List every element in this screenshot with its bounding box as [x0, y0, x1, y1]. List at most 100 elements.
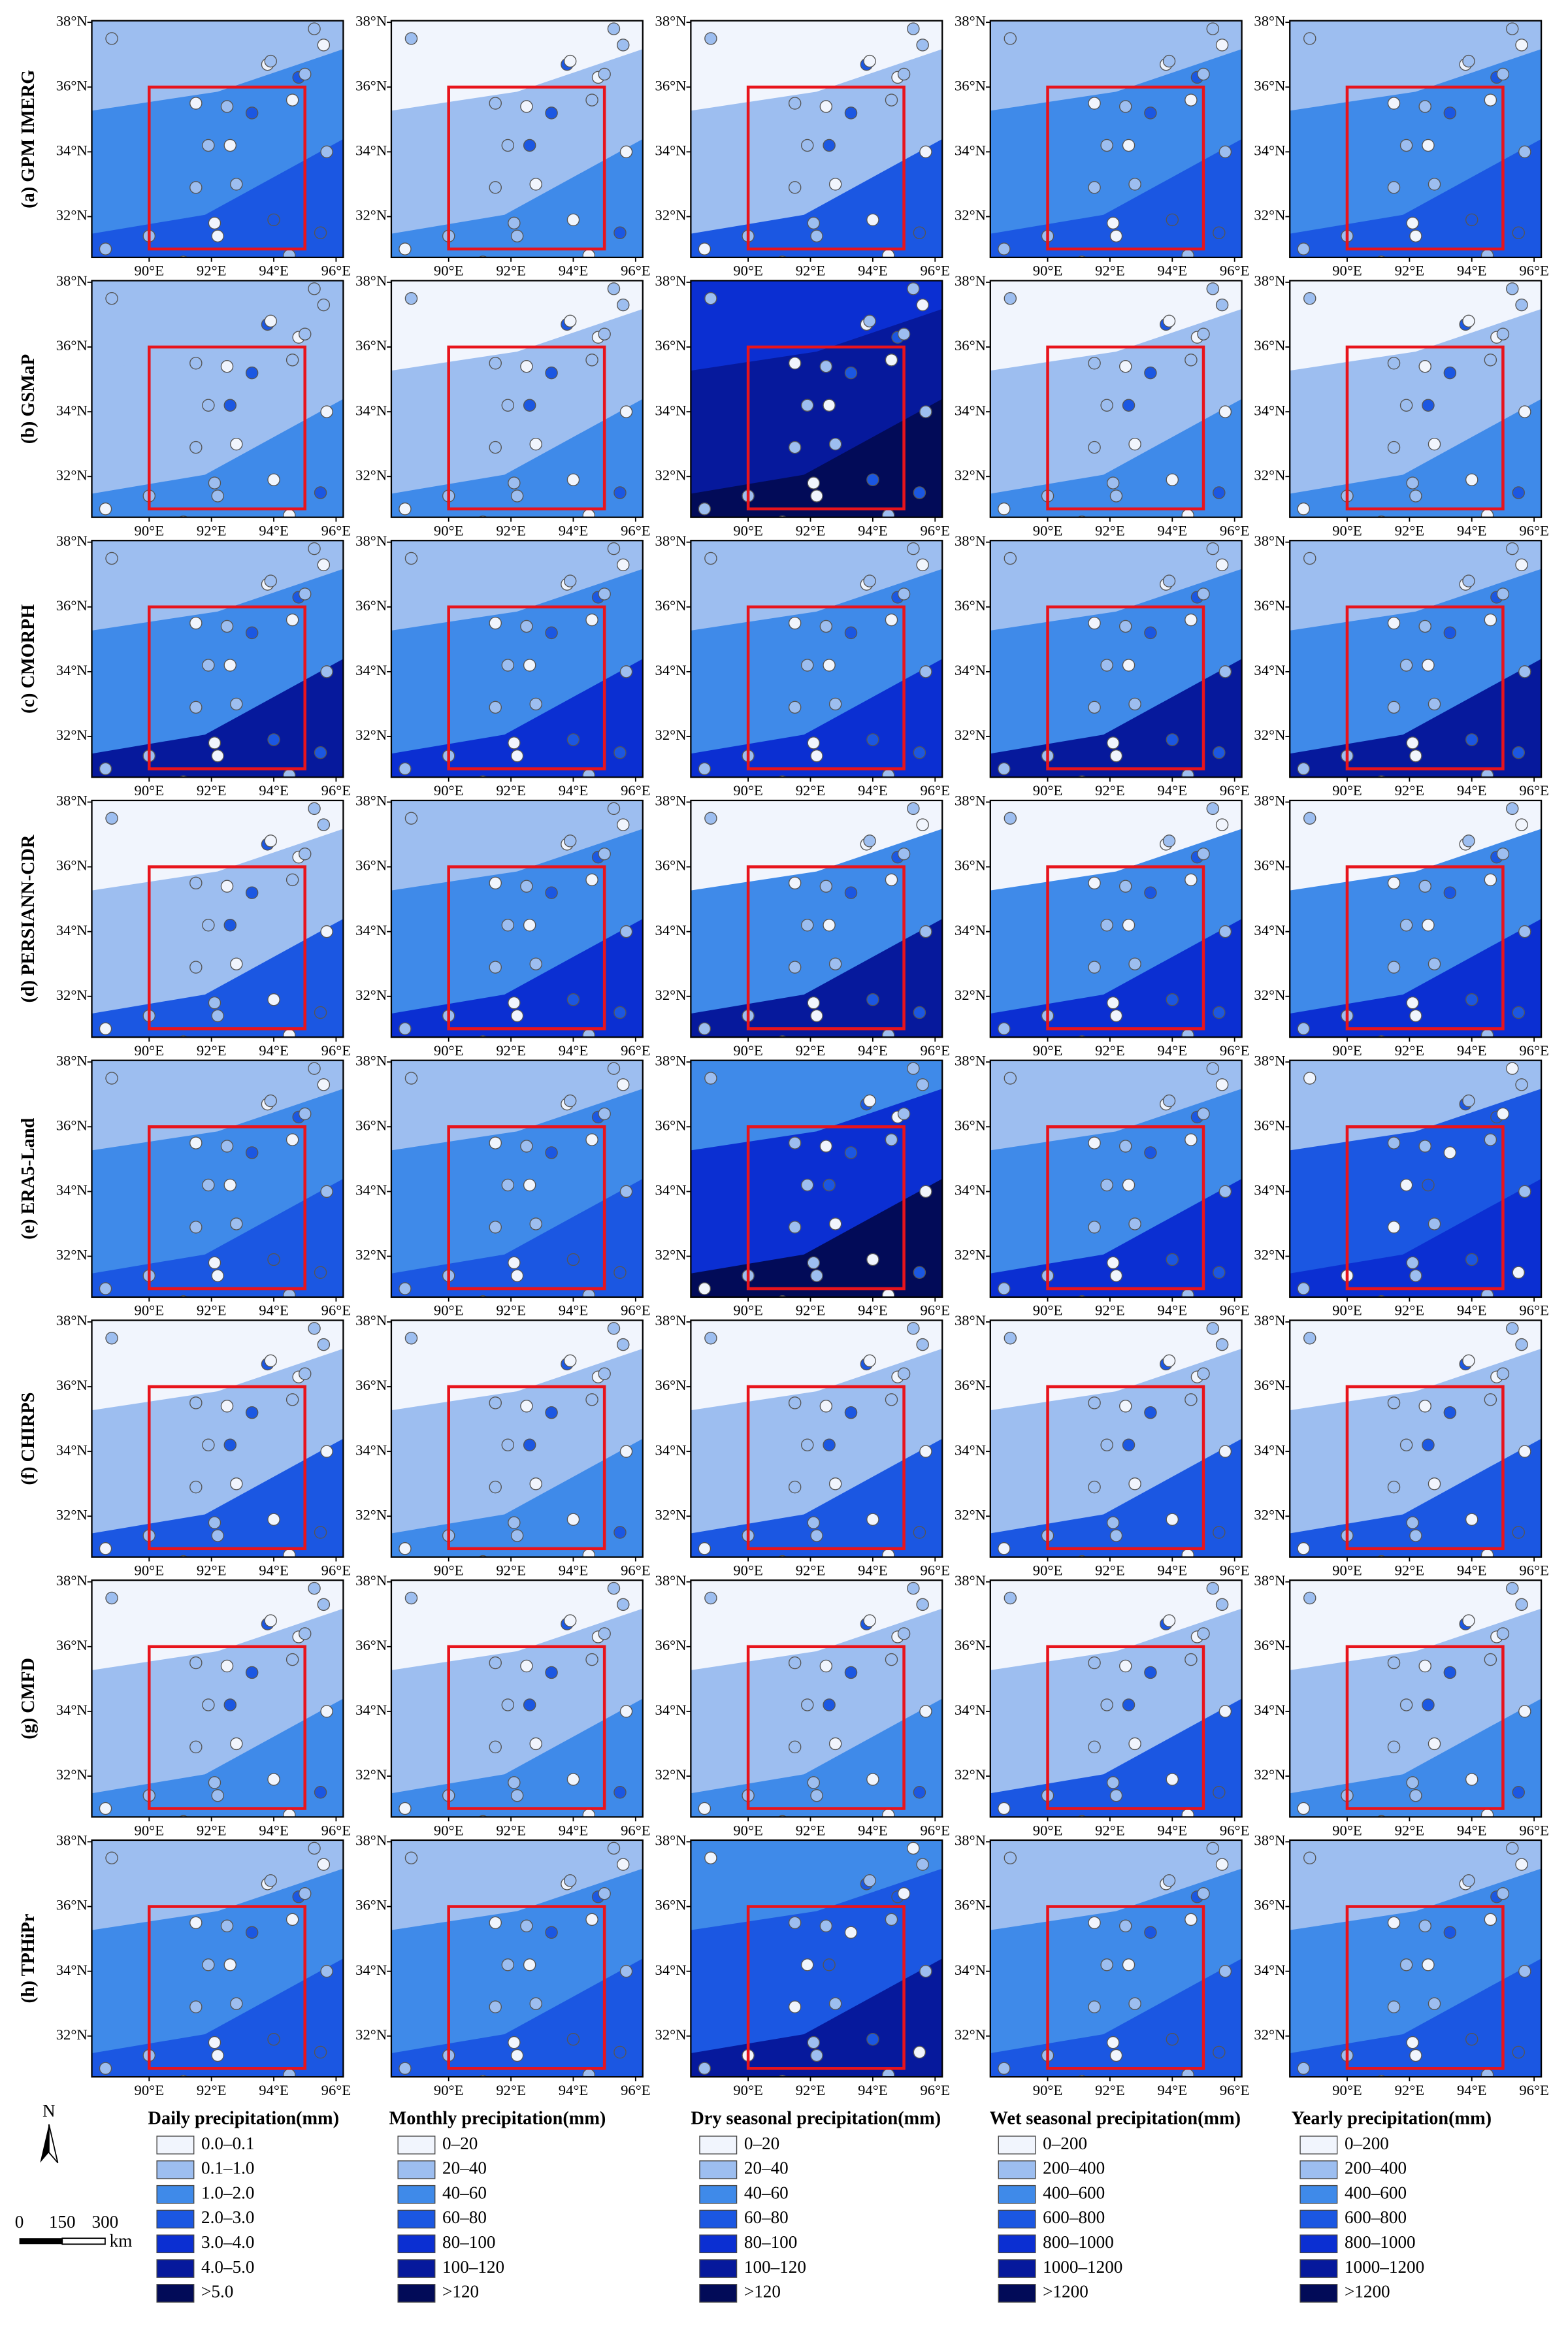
station [286, 613, 299, 627]
station [223, 1958, 237, 1972]
study-area [447, 1385, 606, 1551]
lon-label: 90°E [135, 782, 165, 799]
station [1480, 1808, 1494, 1817]
lat-label: 34°N [955, 922, 986, 938]
lon-label: 90°E [1332, 1822, 1362, 1838]
station [211, 1529, 224, 1542]
station [1162, 314, 1176, 328]
station [1213, 226, 1226, 239]
station [1399, 918, 1413, 932]
lat-label: 34°N [1254, 1962, 1285, 1978]
station [1496, 847, 1510, 861]
station [1409, 229, 1422, 242]
lon-label: 94°E [259, 1562, 289, 1579]
lon-label: 90°E [733, 2082, 763, 2098]
lon-label: 94°E [259, 522, 289, 538]
station [913, 226, 926, 239]
station [1484, 1653, 1497, 1666]
station [1184, 93, 1198, 107]
station [1409, 1789, 1422, 1802]
station [264, 574, 277, 587]
station [819, 100, 833, 113]
lon-label: 92°E [496, 782, 526, 799]
station [1418, 619, 1431, 633]
station [1518, 665, 1531, 678]
station [1106, 1256, 1120, 1270]
station [1303, 552, 1316, 565]
station [566, 1253, 580, 1266]
station [788, 1740, 802, 1754]
station [1206, 542, 1220, 555]
lat-label: 34°N [56, 1702, 88, 1718]
lat-label: 38°N [1254, 1052, 1285, 1068]
map-zone [691, 919, 943, 1038]
station [801, 918, 814, 932]
legend-swatch [156, 2234, 195, 2254]
station [916, 818, 929, 831]
station [788, 440, 802, 454]
station [545, 1406, 558, 1419]
station [1512, 1266, 1526, 1279]
station [1387, 2000, 1401, 2013]
lat-label: 38°N [355, 12, 387, 29]
lon-label: 94°E [1158, 1562, 1188, 1579]
station [823, 1178, 836, 1192]
station [1004, 32, 1017, 45]
lat-label: 36°N [955, 1377, 986, 1393]
map-panel [691, 540, 943, 778]
station [298, 67, 312, 81]
study-area [1345, 1645, 1505, 1810]
station [523, 1958, 536, 1972]
study-area [746, 1125, 906, 1291]
map-panel [1290, 800, 1542, 1038]
station [1122, 1698, 1135, 1711]
station [807, 2036, 821, 2049]
lat-label: 34°N [955, 1442, 986, 1458]
station [489, 181, 502, 194]
station [1303, 291, 1316, 305]
station [607, 802, 621, 816]
station [308, 1841, 321, 1855]
north-arrow-left [40, 2124, 49, 2163]
station [913, 1786, 926, 1799]
station [585, 1133, 598, 1146]
lat-label: 38°N [655, 533, 687, 549]
station [99, 2062, 112, 2075]
map-panel [1290, 1320, 1542, 1557]
legend-label: 200–400 [1345, 2158, 1407, 2178]
station [1406, 2036, 1419, 2049]
station [1122, 1178, 1135, 1192]
station [1088, 961, 1101, 974]
map-zone [1290, 659, 1542, 778]
map-zone [91, 919, 344, 1038]
lat-label: 32°N [355, 1506, 387, 1523]
station [1213, 486, 1226, 499]
station [617, 1598, 630, 1611]
station [1181, 1029, 1194, 1038]
station [1297, 242, 1310, 256]
map-zone [990, 1178, 1242, 1297]
lat-label: 32°N [355, 2026, 387, 2043]
lat-label: 32°N [655, 727, 687, 743]
station [1128, 957, 1141, 970]
lon-label: 90°E [1332, 782, 1362, 799]
lon-label: 96°E [1519, 1302, 1549, 1319]
station [585, 873, 598, 887]
study-area [148, 1125, 306, 1291]
station [501, 1178, 515, 1192]
station [230, 957, 243, 970]
map-frame [690, 799, 943, 1038]
station [1215, 1078, 1229, 1091]
station [913, 746, 926, 759]
lon-label: 96°E [921, 1042, 951, 1059]
station [866, 2032, 879, 2046]
lon-label: 92°E [496, 1562, 526, 1579]
lon-label: 92°E [796, 522, 826, 538]
station [510, 2049, 524, 2062]
station [1109, 229, 1123, 242]
station [1166, 1513, 1179, 1526]
study-area [148, 345, 306, 511]
map-zone [1290, 919, 1542, 1038]
station [1512, 2045, 1526, 2059]
map-panel [391, 1320, 643, 1557]
